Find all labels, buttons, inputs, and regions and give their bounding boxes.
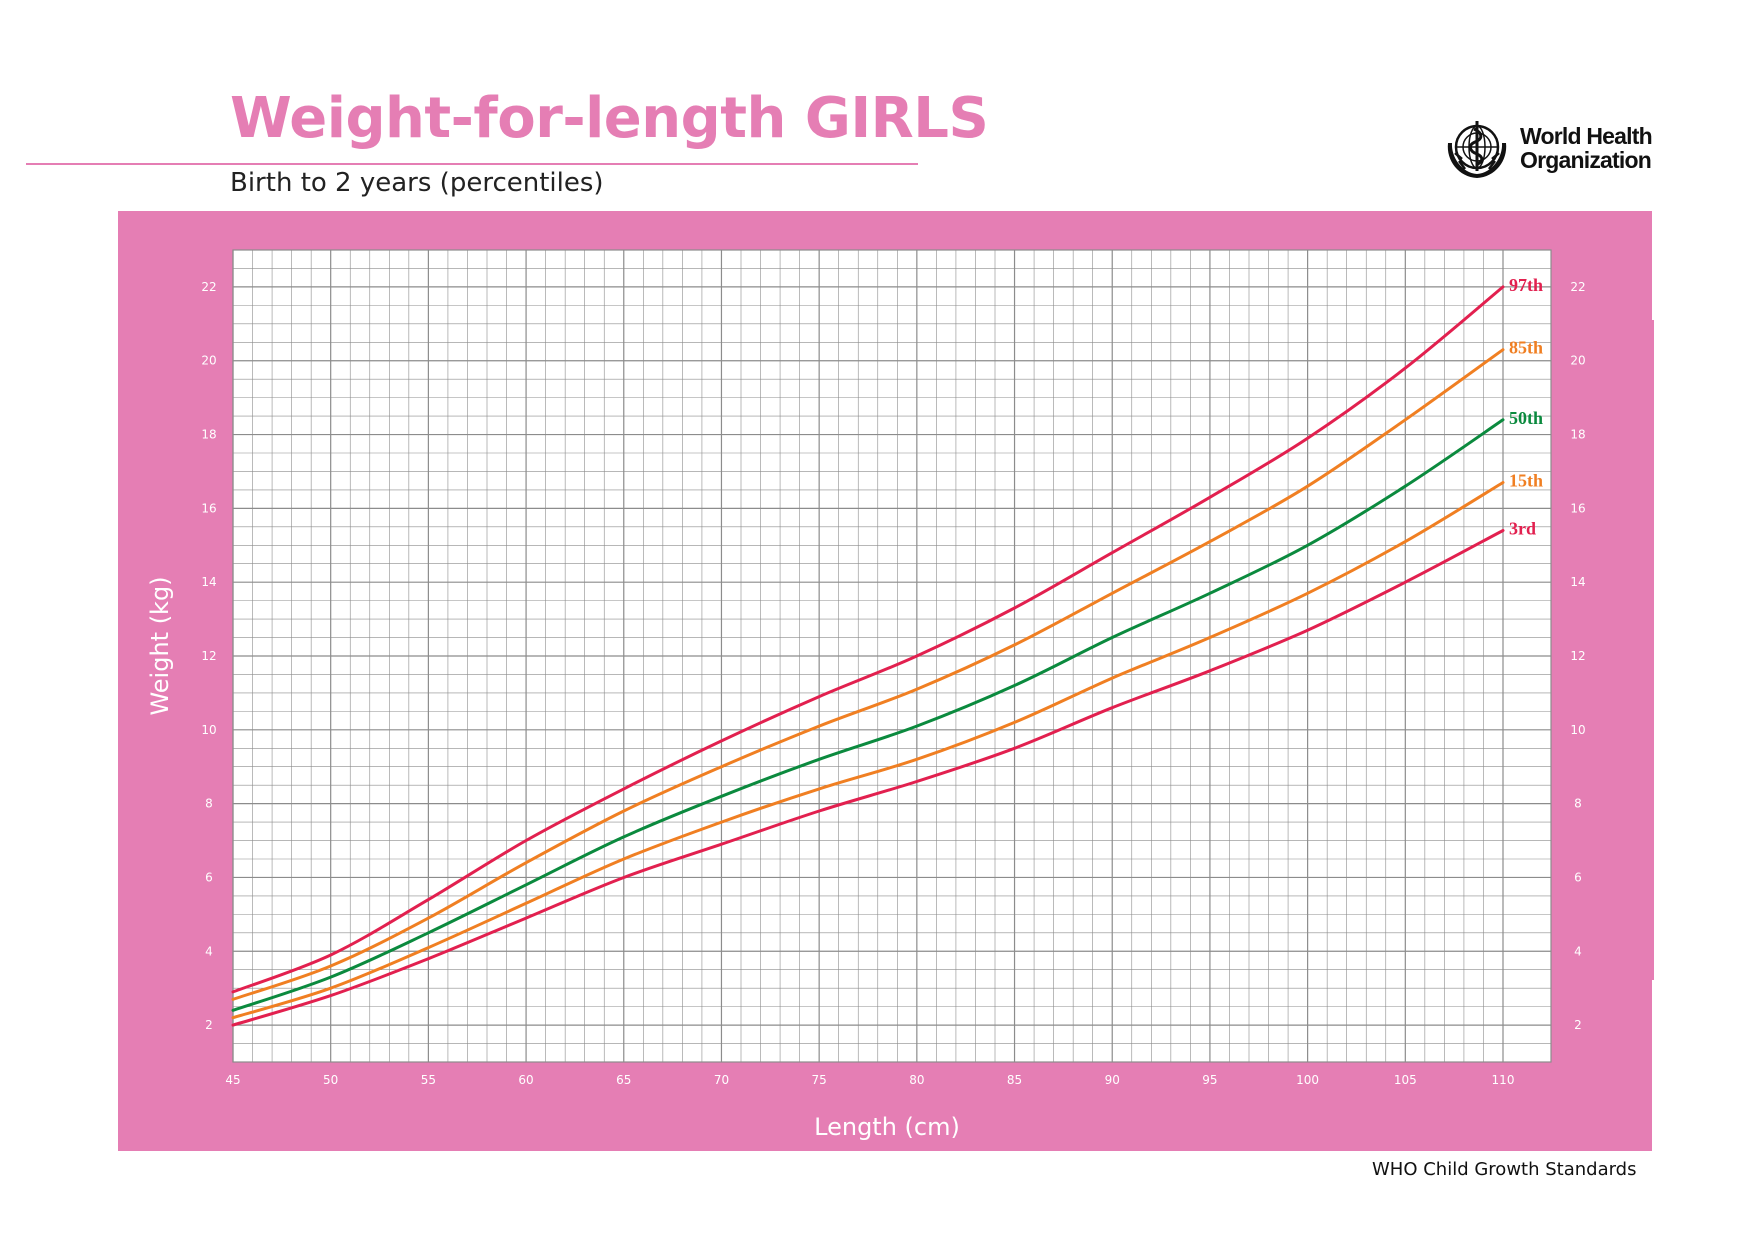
y-tick-label-left: 10 [201,723,216,737]
y-tick-label-left: 6 [205,870,213,884]
grid-major [232,249,1552,1063]
series-label-50th: 50th [1509,408,1543,428]
x-tick-label: 50 [323,1073,338,1087]
y-tick-label-left: 14 [201,575,216,589]
series-line-15th [231,481,1505,1020]
x-tick-label: 85 [1007,1073,1022,1087]
y-tick-label-left: 16 [201,501,216,515]
y-tick-label-right: 18 [1570,428,1585,442]
y-tick-label-right: 2 [1574,1018,1582,1032]
y-tick-label-left: 22 [201,280,216,294]
org-name-line1: World Health [1520,123,1653,149]
x-axis-label: Length (cm) [814,1113,960,1141]
y-tick-label-right: 12 [1570,649,1585,663]
percentile-curves [231,285,1505,1027]
x-tick-label: 75 [812,1073,827,1087]
series-label-85th: 85th [1509,338,1543,358]
title-underline [26,163,918,165]
y-axis-label: Weight (kg) [146,576,174,715]
x-tick-label: 65 [616,1073,631,1087]
series-label-3rd: 3rd [1509,519,1536,539]
y-tick-label-left: 12 [201,649,216,663]
who-emblem-icon [1447,121,1507,178]
x-tick-label: 80 [909,1073,924,1087]
x-tick-label: 100 [1296,1073,1319,1087]
y-tick-label-right: 16 [1570,501,1585,515]
y-tick-label-right: 20 [1570,354,1585,368]
x-tick-label: 90 [1105,1073,1120,1087]
y-tick-label-left: 4 [205,944,213,958]
y-tick-label-right: 14 [1570,575,1585,589]
x-tick-label: 55 [421,1073,436,1087]
y-tick-label-right: 22 [1570,280,1585,294]
page-subtitle: Birth to 2 years (percentiles) [230,168,604,198]
series-label-15th: 15th [1509,471,1543,491]
y-tick-label-right: 8 [1574,797,1582,811]
series-label-97th: 97th [1509,275,1543,295]
y-tick-label-left: 8 [205,797,213,811]
y-tick-label-left: 18 [201,428,216,442]
series-line-97th [231,285,1505,994]
y-tick-label-right: 4 [1574,944,1582,958]
series-line-3rd [231,529,1505,1027]
x-tick-label: 95 [1202,1073,1217,1087]
who-wordmark: World Health Organization [1520,123,1653,173]
footer-source: WHO Child Growth Standards [1372,1159,1637,1180]
y-tick-label-right: 6 [1574,870,1582,884]
x-tick-label: 70 [714,1073,729,1087]
series-line-85th [231,348,1505,1001]
x-tick-label: 105 [1394,1073,1417,1087]
chart-frame-edge [1652,320,1654,980]
y-tick-label-left: 20 [201,354,216,368]
series-line-50th [231,418,1505,1012]
plot-border [232,249,1552,1063]
y-tick-label-right: 10 [1570,723,1585,737]
x-tick-label: 60 [518,1073,533,1087]
page-title: Weight-for-length GIRLS [230,86,989,151]
org-name-line2: Organization [1520,147,1652,173]
x-tick-label: 45 [225,1073,240,1087]
percentile-labels: 97th 85th 50th 15th 3rd [1509,275,1543,539]
y-tick-label-left: 2 [205,1018,213,1032]
x-tick-label: 110 [1492,1073,1515,1087]
